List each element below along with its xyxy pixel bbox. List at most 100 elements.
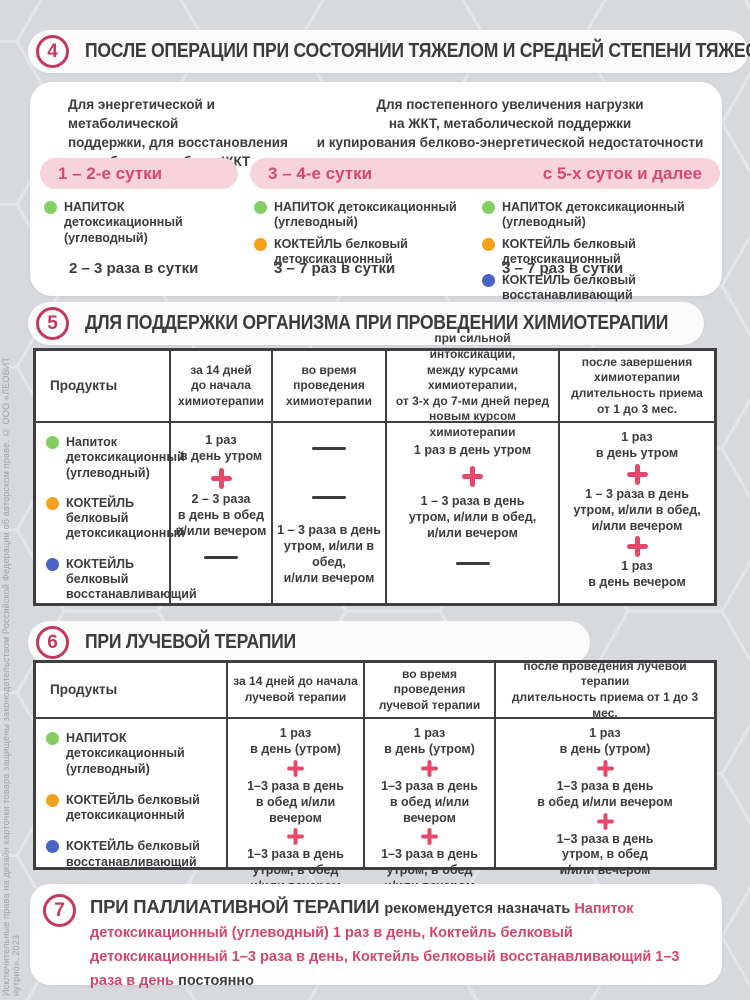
text-segment: постоянно [178,973,255,989]
product-bullet-green [46,732,59,745]
product-label: КОКТЕЙЛЬ белковый восстанавливающий [66,556,197,602]
section7-number-badge: 7 [43,894,76,927]
product-item: КОКТЕЙЛЬ белковый детоксикационный [46,793,200,824]
product-item: НАПИТОК детоксикационный (углеводный) [46,731,220,777]
dose-text: 1 раз в день (утром) [250,726,341,756]
phase1-product-list: НАПИТОК детоксикационный (углеводный) [44,200,246,252]
section4-card: Для энергетической и метаболической подд… [30,82,722,302]
product-label: КОКТЕЙЛЬ белковый детоксикационный [502,236,636,266]
product-item: КОКТЕЙЛЬ белковый восстанавливающий [482,273,722,304]
product-bullet-green [254,201,267,214]
product-label: КОКТЕЙЛЬ белковый восстанавливающий [66,839,200,869]
product-label: КОКТЕЙЛЬ белковый детоксикационный [66,792,200,822]
column-header-products: Продукты [36,663,228,719]
product-label: КОКТЕЙЛЬ белковый восстанавливающий [502,273,636,303]
plus-icon [596,759,614,777]
section4-title: ПОСЛЕ ОПЕРАЦИИ ПРИ СОСТОЯНИИ ТЯЖЕЛОМ И С… [85,40,750,62]
phase3-product-list: НАПИТОК детоксикационный (углеводный) КОК… [482,200,722,310]
product-label: НАПИТОК детоксикационный (углеводный) [64,200,183,245]
no-dose-dash-icon [312,496,346,499]
phase-pill-days-1-2: 1 – 2-е сутки [40,158,238,189]
product-bullet-green [482,201,495,214]
product-item: КОКТЕЙЛЬ белковый детоксикационный [482,237,722,268]
hexagon-decoration [720,396,750,500]
dose-cell: 1 раз в день утром 2 – 3 раза в день в об… [171,423,273,603]
product-item: КОКТЕЙЛЬ белковый восстанавливающий [46,839,200,870]
product-item: КОКТЕЙЛЬ белковый детоксикационный [254,237,482,268]
product-label: КОКТЕЙЛЬ белковый детоксикационный [66,495,185,541]
dose-cell: 1 раз в день (утром) 1–3 раза в день в об… [228,719,365,893]
dose-cell: 1 раз в день утром 1 – 3 раза в день утро… [387,423,560,603]
copyright-vertical-text: Исключительные права на дизайн карточки … [1,356,21,996]
dose-text: 1–3 раза в день в обед и/или вечером [381,778,478,825]
products-cell: Напиток детоксикационный (углеводный) КОК… [36,423,197,603]
hexagon-decoration [720,71,750,175]
dose-cell: 1 – 3 раза в день утром, и/или в обед, и… [273,423,387,603]
dose-cell: 1 раз в день (утром) 1–3 раза в день в об… [496,719,714,877]
product-item: КОКТЕЙЛЬ белковый восстанавливающий [46,557,197,603]
product-bullet-orange [254,237,267,251]
product-bullet-blue [482,274,495,287]
product-label: НАПИТОК детоксикационный (углеводный) [502,200,685,230]
section6-header: 6 ПРИ ЛУЧЕВОЙ ТЕРАПИИ [28,621,590,664]
column-header: за 14 дней до начала лучевой терапии [228,663,365,719]
product-bullet-orange [46,496,59,510]
product-item: НАПИТОК детоксикационный (углеводный) [482,200,722,231]
section7-text: ПРИ ПАЛЛИАТИВНОЙ ТЕРАПИИ рекомендуется н… [90,893,706,993]
section5-header: 5 ДЛЯ ПОДДЕРЖКИ ОРГАНИЗМА ПРИ ПРОВЕДЕНИИ… [28,302,704,345]
plus-icon [421,759,438,777]
dose-text: 1 раз в день утром [413,443,532,457]
plus-icon [287,828,304,846]
dose-text: 1 раз в день утром [179,433,263,463]
hexagon-decoration [720,885,750,989]
product-item: НАПИТОК детоксикационный (углеводный) [254,200,482,231]
phase3-frequency: 3 – 7 раз в сутки [502,260,624,277]
section5-title: ДЛЯ ПОДДЕРЖКИ ОРГАНИЗМА ПРИ ПРОВЕДЕНИИ Х… [85,312,669,334]
plus-icon [210,467,232,489]
phase1-frequency: 2 – 3 раза в сутки [69,260,199,277]
column-header: после завершения химиотерапии длительнос… [560,351,714,423]
radiation-therapy-table: Продукты за 14 дней до начала лучевой те… [33,659,717,893]
plus-icon [626,536,648,558]
dose-text: 1 – 3 раза в день утром, и/или в обед, и… [573,486,701,533]
product-bullet-orange [46,793,59,807]
phase-label: 1 – 2-е сутки [58,163,163,183]
product-bullet-blue [46,557,59,571]
plus-icon [421,828,438,846]
dose-text: 1 – 3 раза в день утром, и/или в обед, и… [408,493,537,540]
section5-number-badge: 5 [36,307,69,340]
no-dose-dash-icon [312,447,346,450]
phase-pill-days-3-4-and-5-plus: 3 – 4-е сутки с 5-х суток и далее [250,158,720,189]
dose-text: 1–3 раза в день утром, в обед и/или вече… [556,831,654,878]
section6-number-badge: 6 [36,626,69,659]
section7-card: 7 ПРИ ПАЛЛИАТИВНОЙ ТЕРАПИИ рекомендуется… [30,884,722,989]
plus-icon [596,812,614,830]
dose-text: 1–3 раза в день в обед и/или вечером [537,778,673,809]
dose-cell: 1 раз в день (утром) 1–3 раза в день в об… [365,719,496,893]
column-header-products: Продукты [36,351,171,423]
section4-desc-right: Для постепенного увеличения нагрузки на … [316,97,704,151]
column-header: при сильной интоксикации, между курсами … [387,331,560,439]
plus-icon [287,759,304,777]
dose-text: 1 раз в день (утром) [384,726,475,756]
chemotherapy-table: Продукты за 14 дней до начала химиотерап… [33,331,717,606]
dose-cell: 1 раз в день утром 1 – 3 раза в день утро… [560,423,714,603]
text-segment: рекомендуется назначать [384,901,575,917]
dose-text: 1 – 3 раза в день утром, и/или в обед, и… [277,523,381,585]
no-dose-dash-icon [455,561,490,565]
phase2-frequency: 3 – 7 раз в сутки [274,260,396,277]
hexagon-decoration [720,722,750,826]
column-header: во время проведения лучевой терапии [365,663,496,719]
text-segment: Напиток детоксикационный (углеводный) 1 … [90,901,680,989]
product-item: Напиток детоксикационный (углеводный) [46,435,185,481]
dose-text: 2 – 3 раза в день в обед и/или вечером [175,491,267,538]
plus-icon [626,463,648,485]
dose-text: 1 раз в день (утром) [559,726,651,756]
product-label: КОКТЕЙЛЬ белковый детоксикационный [274,236,408,266]
products-cell: НАПИТОК детоксикационный (углеводный) КОК… [36,719,228,870]
section6-title: ПРИ ЛУЧЕВОЙ ТЕРАПИИ [85,631,296,653]
hexagon-decoration [720,234,750,338]
product-label: НАПИТОК детоксикационный (углеводный) [274,200,457,230]
product-item: КОКТЕЙЛЬ белковый детоксикационный [46,496,185,542]
